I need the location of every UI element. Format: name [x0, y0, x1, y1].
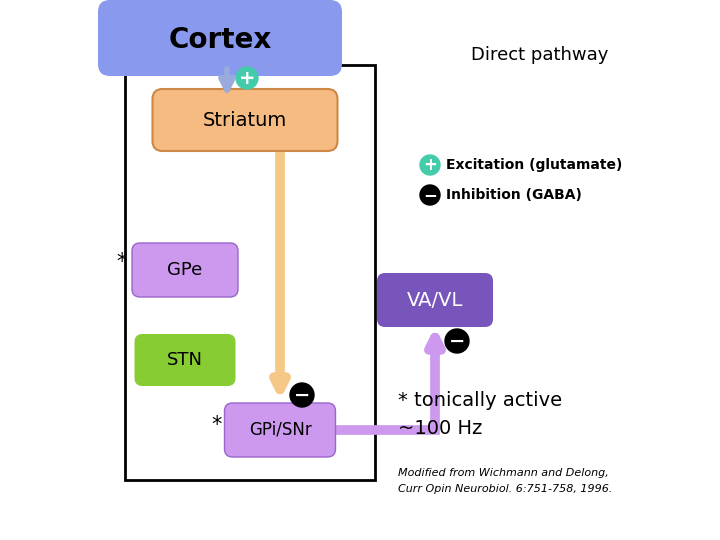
Text: * tonically active: * tonically active	[398, 390, 562, 409]
Text: Cortex: Cortex	[168, 26, 271, 54]
Text: −: −	[294, 386, 310, 404]
FancyBboxPatch shape	[125, 65, 375, 480]
Text: Direct pathway: Direct pathway	[472, 46, 608, 64]
Circle shape	[420, 155, 440, 175]
Text: *: *	[211, 415, 222, 435]
Text: Modified from Wichmann and Delong,: Modified from Wichmann and Delong,	[398, 468, 608, 478]
Text: STN: STN	[167, 351, 203, 369]
Circle shape	[236, 67, 258, 89]
Text: *: *	[117, 252, 127, 272]
FancyBboxPatch shape	[225, 403, 336, 457]
Text: ~100 Hz: ~100 Hz	[398, 418, 482, 437]
Text: +: +	[239, 69, 256, 87]
Text: Striatum: Striatum	[203, 111, 287, 130]
FancyBboxPatch shape	[132, 243, 238, 297]
Circle shape	[420, 185, 440, 205]
Text: Inhibition (GABA): Inhibition (GABA)	[446, 188, 582, 202]
Circle shape	[445, 329, 469, 353]
FancyBboxPatch shape	[153, 89, 338, 151]
Circle shape	[290, 383, 314, 407]
Text: −: −	[449, 332, 465, 350]
FancyBboxPatch shape	[377, 273, 493, 327]
Text: GPi/SNr: GPi/SNr	[248, 421, 311, 439]
Text: +: +	[423, 156, 437, 174]
FancyBboxPatch shape	[98, 0, 342, 76]
Text: GPe: GPe	[167, 261, 202, 279]
Text: VA/VL: VA/VL	[407, 291, 463, 309]
Text: −: −	[423, 186, 437, 204]
Text: Excitation (glutamate): Excitation (glutamate)	[446, 158, 622, 172]
FancyBboxPatch shape	[135, 334, 235, 386]
Text: Curr Opin Neurobiol. 6:751-758, 1996.: Curr Opin Neurobiol. 6:751-758, 1996.	[398, 484, 613, 494]
